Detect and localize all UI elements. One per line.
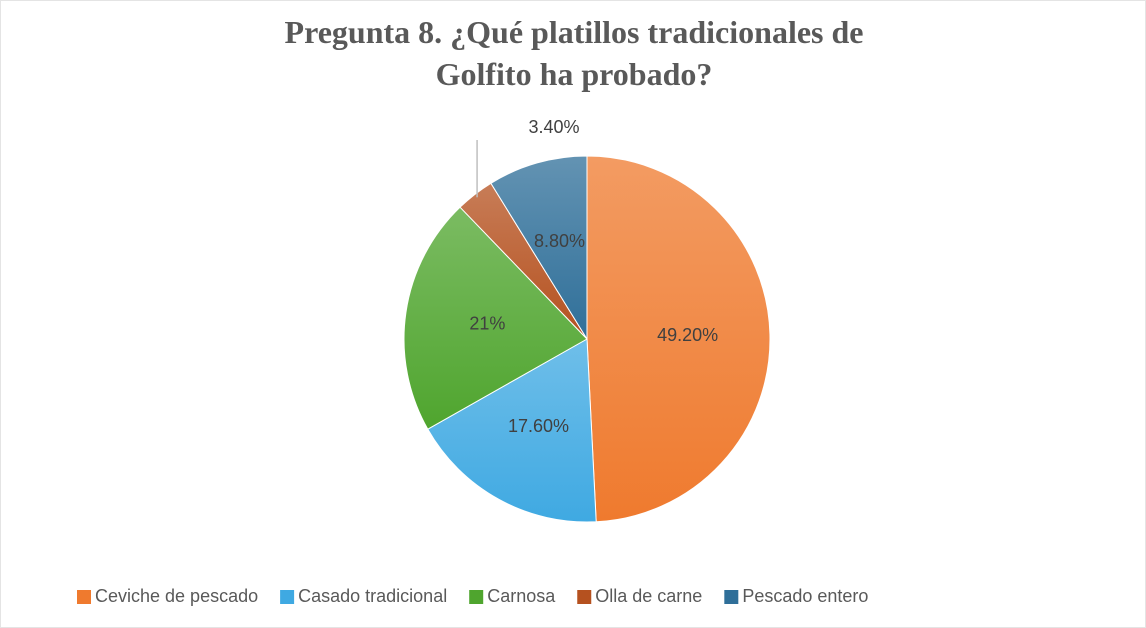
data-label: 17.60%: [508, 416, 569, 436]
pie-slice: [586, 155, 771, 523]
legend-label: Olla de carne: [595, 586, 702, 606]
pie-slice: [403, 206, 588, 430]
data-label: 21%: [469, 313, 505, 333]
data-label: 8.80%: [534, 231, 585, 251]
legend-swatch: [280, 590, 295, 604]
legend-swatch: [577, 590, 592, 604]
data-label: 49.20%: [657, 325, 718, 345]
data-label: 3.40%: [528, 117, 579, 137]
legend-label: Carnosa: [487, 586, 556, 606]
chart-title: Pregunta 8. ¿Qué platillos tradicionales…: [284, 14, 864, 92]
legend-swatch: [724, 590, 739, 604]
pie-slice: [490, 155, 588, 341]
legend-label: Pescado entero: [742, 586, 868, 606]
legend-label: Ceviche de pescado: [95, 586, 258, 606]
pie-slice: [427, 338, 597, 523]
legend-swatch: [469, 590, 484, 604]
legend-swatch: [77, 590, 91, 604]
legend-label: Casado tradicional: [298, 586, 447, 606]
